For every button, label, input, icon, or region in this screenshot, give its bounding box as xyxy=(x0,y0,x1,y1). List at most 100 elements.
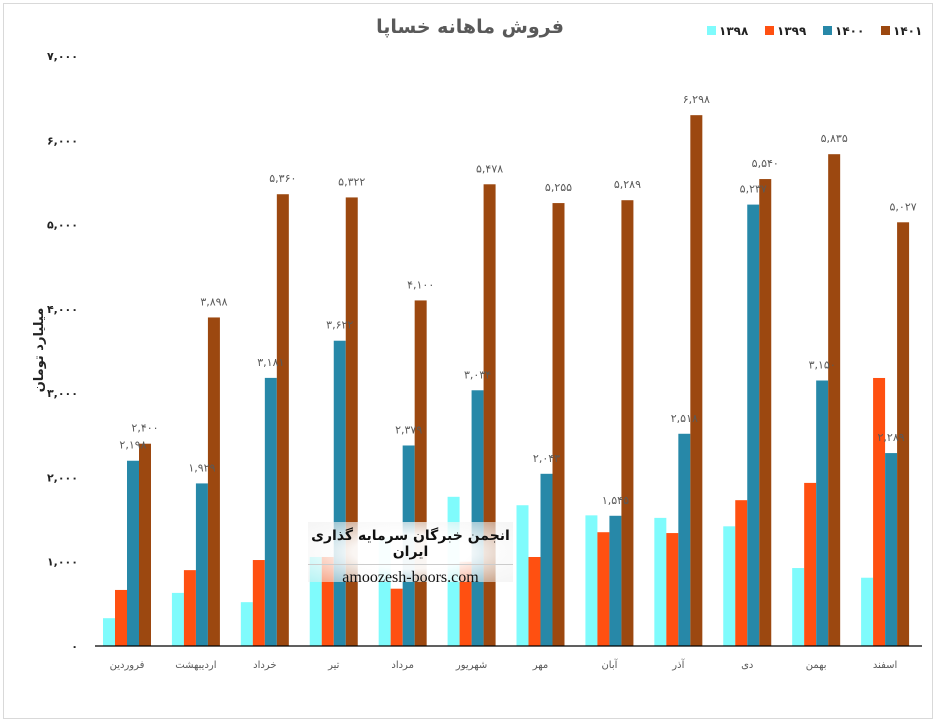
data-label: ۵,۸۳۵ xyxy=(821,132,848,145)
data-label: ۲,۴۰۰ xyxy=(131,422,158,435)
bar-0-6 xyxy=(516,505,529,646)
data-label: ۳,۱۸۱ xyxy=(257,356,284,369)
bar-2-10 xyxy=(816,380,829,646)
bar-3-1 xyxy=(207,317,220,646)
data-label: ۵,۲۸۹ xyxy=(614,178,641,191)
bar-0-11 xyxy=(861,577,874,646)
data-label: ۵,۴۷۸ xyxy=(476,162,503,175)
data-label: ۵,۵۴۰ xyxy=(752,157,779,170)
data-label: ۳,۸۹۸ xyxy=(200,295,227,308)
data-label: ۲,۳۷۹ xyxy=(395,423,422,436)
data-label: ۵,۲۳۷ xyxy=(740,183,767,196)
data-label: ۶,۲۹۸ xyxy=(683,93,710,106)
bar-1-5 xyxy=(459,561,472,646)
bar-0-8 xyxy=(654,517,667,646)
bar-3-2 xyxy=(276,194,289,646)
y-tick-label: ۷,۰۰۰ xyxy=(47,50,78,63)
legend-label: ۱۳۹۸ xyxy=(719,24,749,38)
bar-2-7 xyxy=(609,515,622,646)
x-tick-label: اردیبهشت xyxy=(175,660,216,671)
y-tick-label: ۶,۰۰۰ xyxy=(47,134,78,147)
bar-2-6 xyxy=(540,473,553,646)
legend-swatch xyxy=(823,26,832,35)
bar-3-11 xyxy=(897,222,910,646)
y-tick-label: ۱,۰۰۰ xyxy=(47,556,78,569)
bar-3-10 xyxy=(828,154,841,646)
data-label: ۴,۱۰۰ xyxy=(407,278,434,291)
data-label: ۲,۱۹۸ xyxy=(119,439,146,452)
data-label: ۳,۱۵۰ xyxy=(809,359,836,372)
bar-1-11 xyxy=(873,377,886,646)
x-tick-label: آذر xyxy=(671,658,685,671)
x-tick-label: مهر xyxy=(532,660,548,671)
bar-1-1 xyxy=(183,570,196,646)
legend-swatch xyxy=(881,26,890,35)
bar-3-9 xyxy=(759,179,772,647)
legend-label: ۱۴۰۱ xyxy=(893,24,922,38)
x-tick-label: خرداد xyxy=(253,660,276,671)
watermark-persian: انجمن خبرگان سرمایه گذاری ایران xyxy=(311,528,510,560)
watermark-url: amoozesh-boors.com xyxy=(342,569,479,586)
data-label: ۳,۰۳۴ xyxy=(464,368,491,381)
bar-1-8 xyxy=(666,533,679,646)
bar-1-9 xyxy=(735,500,748,646)
chart-title: فروش ماهانه خساپا xyxy=(376,16,564,38)
x-tick-label: مرداد xyxy=(391,660,414,671)
bar-3-0 xyxy=(139,443,151,646)
data-label: ۲,۲۸۹ xyxy=(878,431,905,444)
bar-1-2 xyxy=(252,560,265,646)
bar-1-0 xyxy=(115,589,127,646)
data-label: ۵,۰۲۷ xyxy=(890,200,917,213)
bar-1-4 xyxy=(390,588,403,646)
y-tick-label: ۳,۰۰۰ xyxy=(47,387,78,400)
x-tick-label: تیر xyxy=(327,660,340,671)
data-label: ۵,۲۵۵ xyxy=(545,181,572,194)
legend-label: ۱۴۰۰ xyxy=(835,24,864,38)
y-tick-label: ۴,۰۰۰ xyxy=(47,303,78,316)
data-label: ۱,۵۴۵ xyxy=(602,494,629,507)
bar-1-6 xyxy=(528,556,541,646)
x-tick-label: اسفند xyxy=(873,660,897,671)
bar-0-2 xyxy=(240,602,253,646)
y-axis-label: میلیارد تومان xyxy=(32,308,47,393)
y-tick-label: ۲,۰۰۰ xyxy=(47,471,78,484)
bar-1-10 xyxy=(804,482,817,646)
bar-1-7 xyxy=(597,532,610,646)
x-tick-label: بهمن xyxy=(806,660,827,671)
bar-3-7 xyxy=(621,200,634,646)
bar-2-0 xyxy=(127,460,139,646)
data-label: ۳,۶۲۲ xyxy=(326,319,353,332)
x-tick-label: آبان xyxy=(601,658,618,671)
bar-2-9 xyxy=(747,204,760,647)
legend-swatch xyxy=(765,26,774,35)
bar-3-6 xyxy=(552,203,565,647)
data-label: ۵,۳۲۲ xyxy=(338,175,365,188)
y-tick-label: ۰ xyxy=(71,640,78,653)
bar-3-4 xyxy=(414,300,427,646)
bar-2-11 xyxy=(885,453,898,646)
bar-2-1 xyxy=(195,483,208,646)
bar-0-1 xyxy=(171,592,184,646)
bar-0-7 xyxy=(585,515,598,646)
bar-2-5 xyxy=(471,390,484,646)
bar-3-8 xyxy=(690,115,703,646)
data-label: ۲,۰۴۳ xyxy=(533,452,560,465)
data-label: ۲,۵۱۸ xyxy=(671,412,698,425)
legend-label: ۱۳۹۹ xyxy=(777,24,807,38)
bar-2-8 xyxy=(678,433,691,646)
legend-swatch xyxy=(707,26,716,35)
bar-0-0 xyxy=(103,618,115,646)
bar-2-3 xyxy=(333,340,346,646)
watermark: انجمن خبرگان سرمایه گذاری ایران amoozesh… xyxy=(308,522,513,586)
bar-0-10 xyxy=(792,568,805,646)
bar-2-2 xyxy=(264,377,277,646)
watermark-divider xyxy=(308,564,513,565)
data-label: ۵,۳۶۰ xyxy=(269,172,296,185)
bar-0-9 xyxy=(723,526,736,646)
x-tick-label: شهریور xyxy=(455,660,487,671)
data-label: ۱,۹۲۹ xyxy=(188,461,215,474)
x-tick-label: دی xyxy=(741,660,753,671)
y-tick-label: ۵,۰۰۰ xyxy=(47,219,78,232)
x-tick-label: فروردین xyxy=(110,660,145,671)
